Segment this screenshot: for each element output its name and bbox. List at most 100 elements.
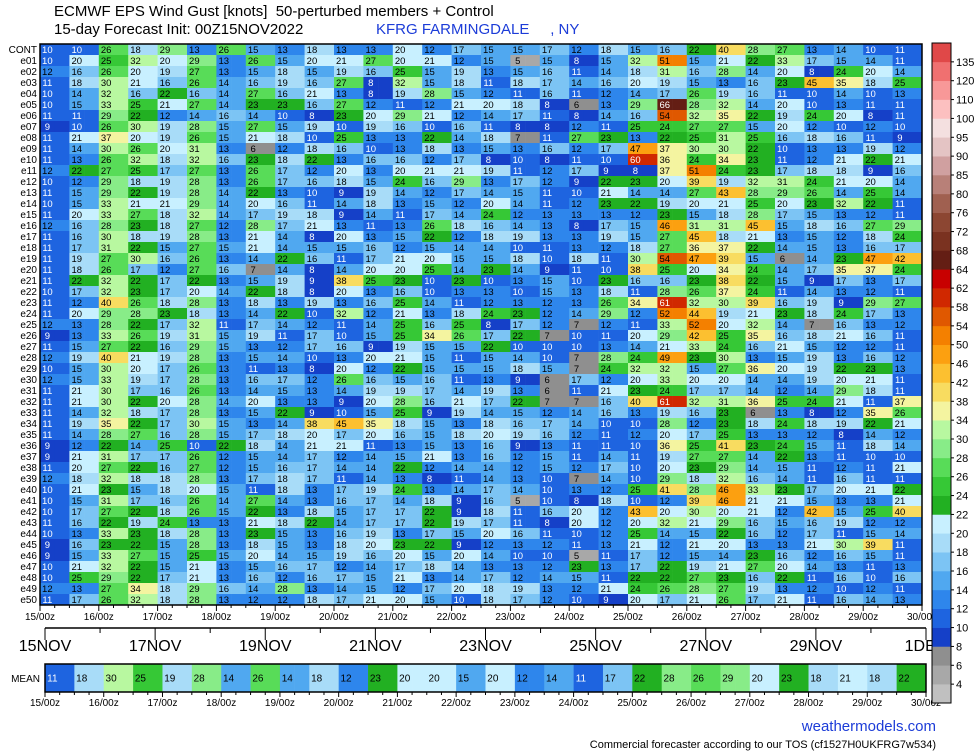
date-label: 29NOV [790,638,843,655]
cell-value: 16 [542,89,553,100]
heat-cell [701,330,717,342]
heat-cell [613,484,629,496]
cell-value: 14 [718,551,729,562]
cell-value: 18 [277,67,288,78]
heat-cell [642,407,658,419]
heat-cell [701,418,717,430]
heat-cell [142,220,158,232]
cell-value: 11 [895,287,905,298]
cell-value: 19 [483,386,494,397]
cell-value: 18 [277,485,288,496]
heat-cell [481,242,496,254]
heat-cell [642,495,658,507]
heat-cell [804,429,820,441]
cell-value: 20 [777,100,788,111]
heat-cell [392,341,408,353]
heat-cell [789,528,805,540]
heat-cell [642,297,658,309]
cell-value: 16 [895,573,906,584]
heat-cell [275,286,291,298]
heat-cell [613,44,629,56]
cell-value: 23 [601,133,612,144]
cell-value: 13 [218,540,229,551]
heat-cell [657,220,673,232]
cell-value: 15 [365,573,376,584]
heat-cell [451,550,467,562]
heat-cell [804,594,820,606]
heat-cell [789,121,805,133]
cell-value: 10 [42,56,53,67]
cell-value: 18 [601,496,612,507]
cell-value: 36 [748,397,759,408]
cell-value: 20 [189,485,200,496]
heat-cell [231,319,247,331]
cell-value: 11 [42,78,52,89]
heat-cell [142,110,158,122]
heat-cell [495,165,511,177]
heat-cell [569,176,585,188]
cell-value: 14 [777,375,788,386]
mean-cell [676,664,692,692]
cell-value: 16 [395,430,406,441]
mean-value: 18 [869,674,881,685]
heat-cell [569,396,585,408]
cell-value: 14 [336,463,347,474]
heat-cell [613,264,629,276]
cell-value: 22 [748,111,759,122]
cell-value: 12 [806,155,817,166]
cell-value: 13 [806,452,817,463]
heat-cell [40,451,55,463]
member-label: e10 [20,155,37,166]
cell-value: 12 [483,298,494,309]
cell-value: 31 [659,67,670,78]
heat-cell [892,561,908,573]
time-axis: 15/00z 16/00z 17/00z 18/00z 19/00z 20/00z 21/0… [25,605,937,623]
heat-cell [157,451,173,463]
cell-value: 10 [571,331,582,342]
heat-cell [863,407,879,419]
heat-cell [863,44,879,56]
heat-cell [142,121,158,133]
heat-cell [672,286,688,298]
colorbar-swatch [932,212,951,232]
cell-value: 21 [248,133,259,144]
cell-value: 27 [130,430,141,441]
heat-cell [657,143,673,155]
heat-cell [848,264,864,276]
cell-value: 11 [630,287,640,298]
heat-cell [539,110,555,122]
cell-value: 15 [424,199,435,210]
heat-cell [510,220,526,232]
member-label: e15 [20,210,37,221]
heat-cell [334,506,349,518]
cell-value: 16 [424,397,435,408]
heat-cell [745,429,761,441]
heat-cell [216,528,232,540]
heat-cell [510,341,526,353]
heat-cell [231,506,247,518]
heat-cell [804,363,820,375]
cell-value: 22 [689,45,700,56]
heat-cell [863,418,879,430]
cell-value: 14 [630,89,641,100]
heat-cell [701,308,717,320]
cell-value: 12 [895,353,906,364]
heat-cell [760,209,776,221]
heat-cell [598,198,614,210]
heat-cell [319,319,335,331]
heat-cell [451,319,467,331]
heat-cell [554,517,570,529]
heat-cell [348,275,364,287]
heat-cell [289,319,305,331]
heat-cell [892,220,908,232]
heat-cell [789,594,805,606]
heat-cell [201,352,217,364]
cell-value: 8 [868,111,873,122]
heat-cell [848,484,864,496]
heat-cell [613,528,629,540]
cell-value: 6 [780,254,785,265]
cell-value: 10 [42,199,53,210]
cell-value: 20 [395,595,406,606]
heat-cell [392,473,408,485]
heat-cell [363,330,379,342]
